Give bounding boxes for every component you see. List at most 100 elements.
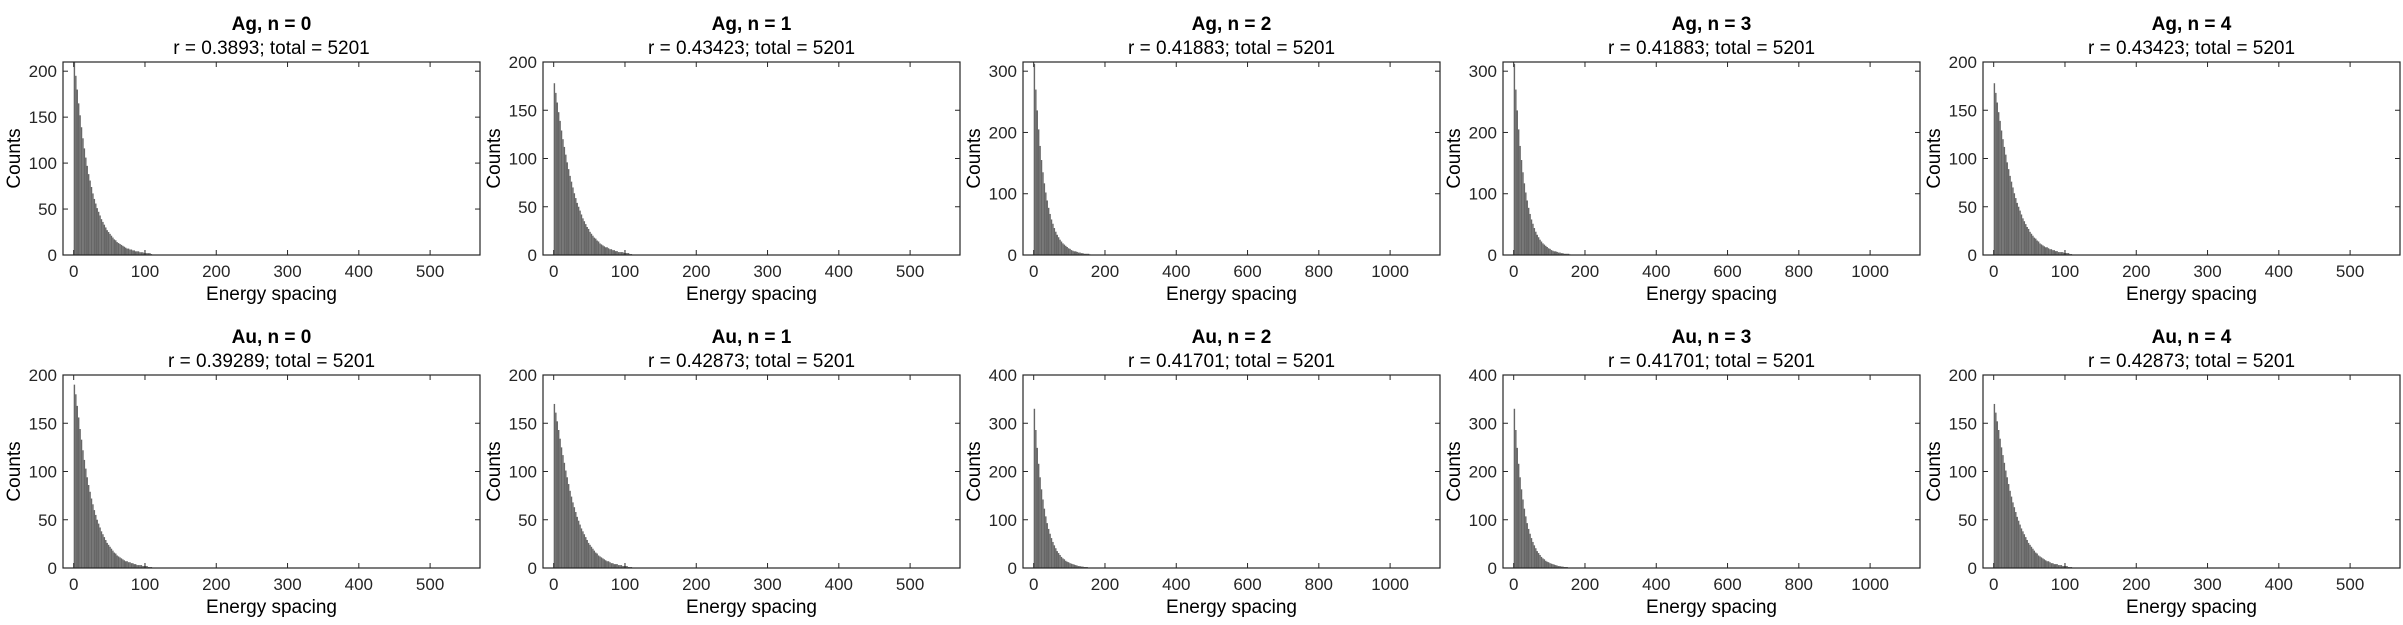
histogram-bar [2020,528,2023,568]
x-tick-label: 400 [2265,575,2293,594]
histogram-bar [2017,520,2020,568]
histogram-bar [77,417,80,568]
histogram-bar [1567,253,1570,255]
histogram-bar [1073,564,1076,568]
histogram-bar [1527,528,1530,568]
histogram-bar [1996,102,1998,255]
y-tick-label: 100 [509,463,537,482]
histogram-bar [2026,540,2028,568]
histogram-bar [622,252,624,255]
histogram-bar [1067,248,1070,255]
histogram-bar [85,468,87,568]
histogram-bar [132,563,134,568]
histogram-bar [2050,249,2053,255]
histogram-bar [1523,508,1526,568]
histogram-bar [1087,253,1090,255]
histogram-bar [567,484,570,568]
histogram-bar [1520,160,1523,255]
histogram-bar [1049,533,1051,568]
histogram-bar [1552,250,1554,255]
histogram-bar [95,514,97,568]
y-axis-label: Counts [1924,128,1945,188]
histogram-bar [106,542,108,568]
histogram-bar [1077,566,1080,568]
x-tick-label: 300 [2193,575,2221,594]
x-tick-label: 800 [1785,262,1813,281]
histogram-bar [113,552,116,568]
histogram-bar [1536,551,1538,568]
histogram-bar [2049,249,2051,255]
histogram-bar [1049,213,1051,255]
histogram-bar [2009,490,2011,568]
y-tick-label: 100 [1949,463,1977,482]
histogram-bar [146,566,148,568]
panel-5: 0 100 200 300 400 500 0 50 100 150 200 Ag, n = 4 r =… [1924,14,2401,305]
histogram-bar [1062,243,1064,255]
histogram-bar [616,251,618,255]
y-axis-label: Counts [484,128,505,188]
histogram-bar [2025,537,2027,568]
y-tick-label: 50 [1958,198,1977,217]
x-tick-label: 200 [1091,575,1119,594]
histogram-bar [109,233,111,255]
histogram-bar [1060,241,1063,255]
x-tick-label: 600 [1713,262,1741,281]
histogram-bar [1080,253,1083,255]
histogram-bar [610,563,613,568]
histogram-bar [2027,542,2030,568]
histogram-bar [1549,248,1551,255]
histogram-bar [1513,63,1516,255]
histogram-bar [597,241,600,255]
histogram-bar [123,246,126,255]
histogram-bar [2005,154,2007,255]
histogram-bar [2029,544,2031,568]
histogram-bar [1550,250,1553,255]
y-tick-label: 300 [989,62,1017,81]
y-tick-label: 0 [1008,559,1017,578]
x-tick-label: 400 [825,575,853,594]
histogram-bar [2039,243,2041,255]
x-tick-label: 400 [1162,575,1190,594]
panel-8: 0 200 400 600 800 1000 0 100 200 300 400 Au, n = 2 r… [964,327,1441,618]
histogram-bar [1529,533,1531,568]
histogram-bar [1556,565,1558,568]
histogram-bar [1067,562,1070,568]
histogram-bar [2013,193,2016,255]
histogram-bar [116,242,118,255]
histogram-bar [1515,430,1517,568]
x-tick-label: 400 [2265,262,2293,281]
histogram-bar [589,231,591,255]
histogram-bar [617,252,620,255]
histogram-bar [1062,558,1064,568]
y-tick-label: 0 [1488,559,1497,578]
histogram-bar [609,562,611,568]
histogram-bar [144,566,147,568]
panel-9: 0 200 400 600 800 1000 0 100 200 300 400 Au, n = 3 r… [1444,327,1921,618]
histogram-bar [87,174,90,255]
axes-box [1502,61,1921,256]
histogram-bar [1520,489,1523,568]
histogram-bar [576,202,578,255]
x-axis-label: Energy spacing [2126,284,2257,305]
histogram-bar [93,198,96,255]
panel-title: Au, n = 4 [2152,327,2232,348]
x-tick-label: 0 [69,262,78,281]
histogram-bar [137,565,140,568]
panel-title: Au, n = 2 [1192,327,1272,348]
x-tick-label: 0 [1509,262,1518,281]
histogram-bar [1056,234,1058,255]
histogram-bar [2027,228,2030,255]
histogram-bar [589,544,591,568]
histogram-bar [583,534,586,568]
histogram-bar [89,180,91,255]
histogram-bar [575,198,577,255]
histogram-bar [1073,251,1076,255]
histogram-bar [577,206,580,255]
histogram-bar [566,477,568,568]
x-tick-label: 0 [1029,262,1038,281]
histogram-bar [595,238,597,255]
histogram-bar [2056,251,2058,255]
histogram-bar [1522,499,1524,568]
histogram-bar [97,523,100,568]
histogram-bar [582,531,584,568]
